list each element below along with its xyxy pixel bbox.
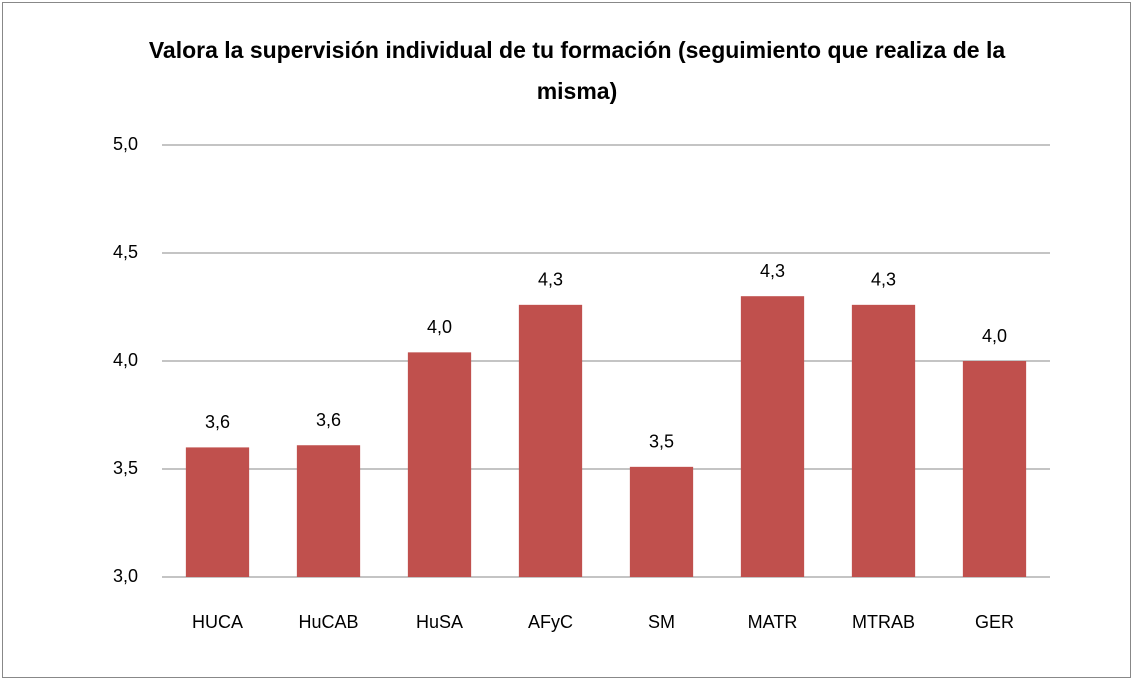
x-tick-label: HUCA xyxy=(192,612,243,632)
y-tick-label: 4,5 xyxy=(113,242,138,262)
value-label: 3,6 xyxy=(205,412,230,432)
value-label: 4,0 xyxy=(982,326,1007,346)
bar xyxy=(296,445,361,577)
chart-title: Valora la supervisión individual de tu f… xyxy=(148,37,1006,104)
x-tick-label: HuCAB xyxy=(298,612,358,632)
bar xyxy=(407,352,472,577)
y-tick-label: 3,0 xyxy=(113,566,138,586)
value-label: 4,3 xyxy=(538,270,563,290)
bar xyxy=(962,361,1027,577)
x-tick-label: GER xyxy=(975,612,1014,632)
value-label: 3,5 xyxy=(649,432,674,452)
x-tick-label: SM xyxy=(648,612,675,632)
x-tick-label: MTRAB xyxy=(852,612,915,632)
bar xyxy=(851,304,916,577)
value-label: 3,6 xyxy=(316,410,341,430)
value-label: 4,0 xyxy=(427,317,452,337)
bar xyxy=(185,447,250,577)
bar xyxy=(518,304,583,577)
bar xyxy=(740,296,805,577)
y-tick-label: 4,0 xyxy=(113,350,138,370)
x-tick-label: MATR xyxy=(748,612,798,632)
y-tick-label: 3,5 xyxy=(113,458,138,478)
value-label: 4,3 xyxy=(871,270,896,290)
x-tick-label: HuSA xyxy=(416,612,463,632)
value-label: 4,3 xyxy=(760,261,785,281)
x-tick-label: AFyC xyxy=(528,612,573,632)
y-tick-label: 5,0 xyxy=(113,134,138,154)
bar xyxy=(629,466,694,577)
